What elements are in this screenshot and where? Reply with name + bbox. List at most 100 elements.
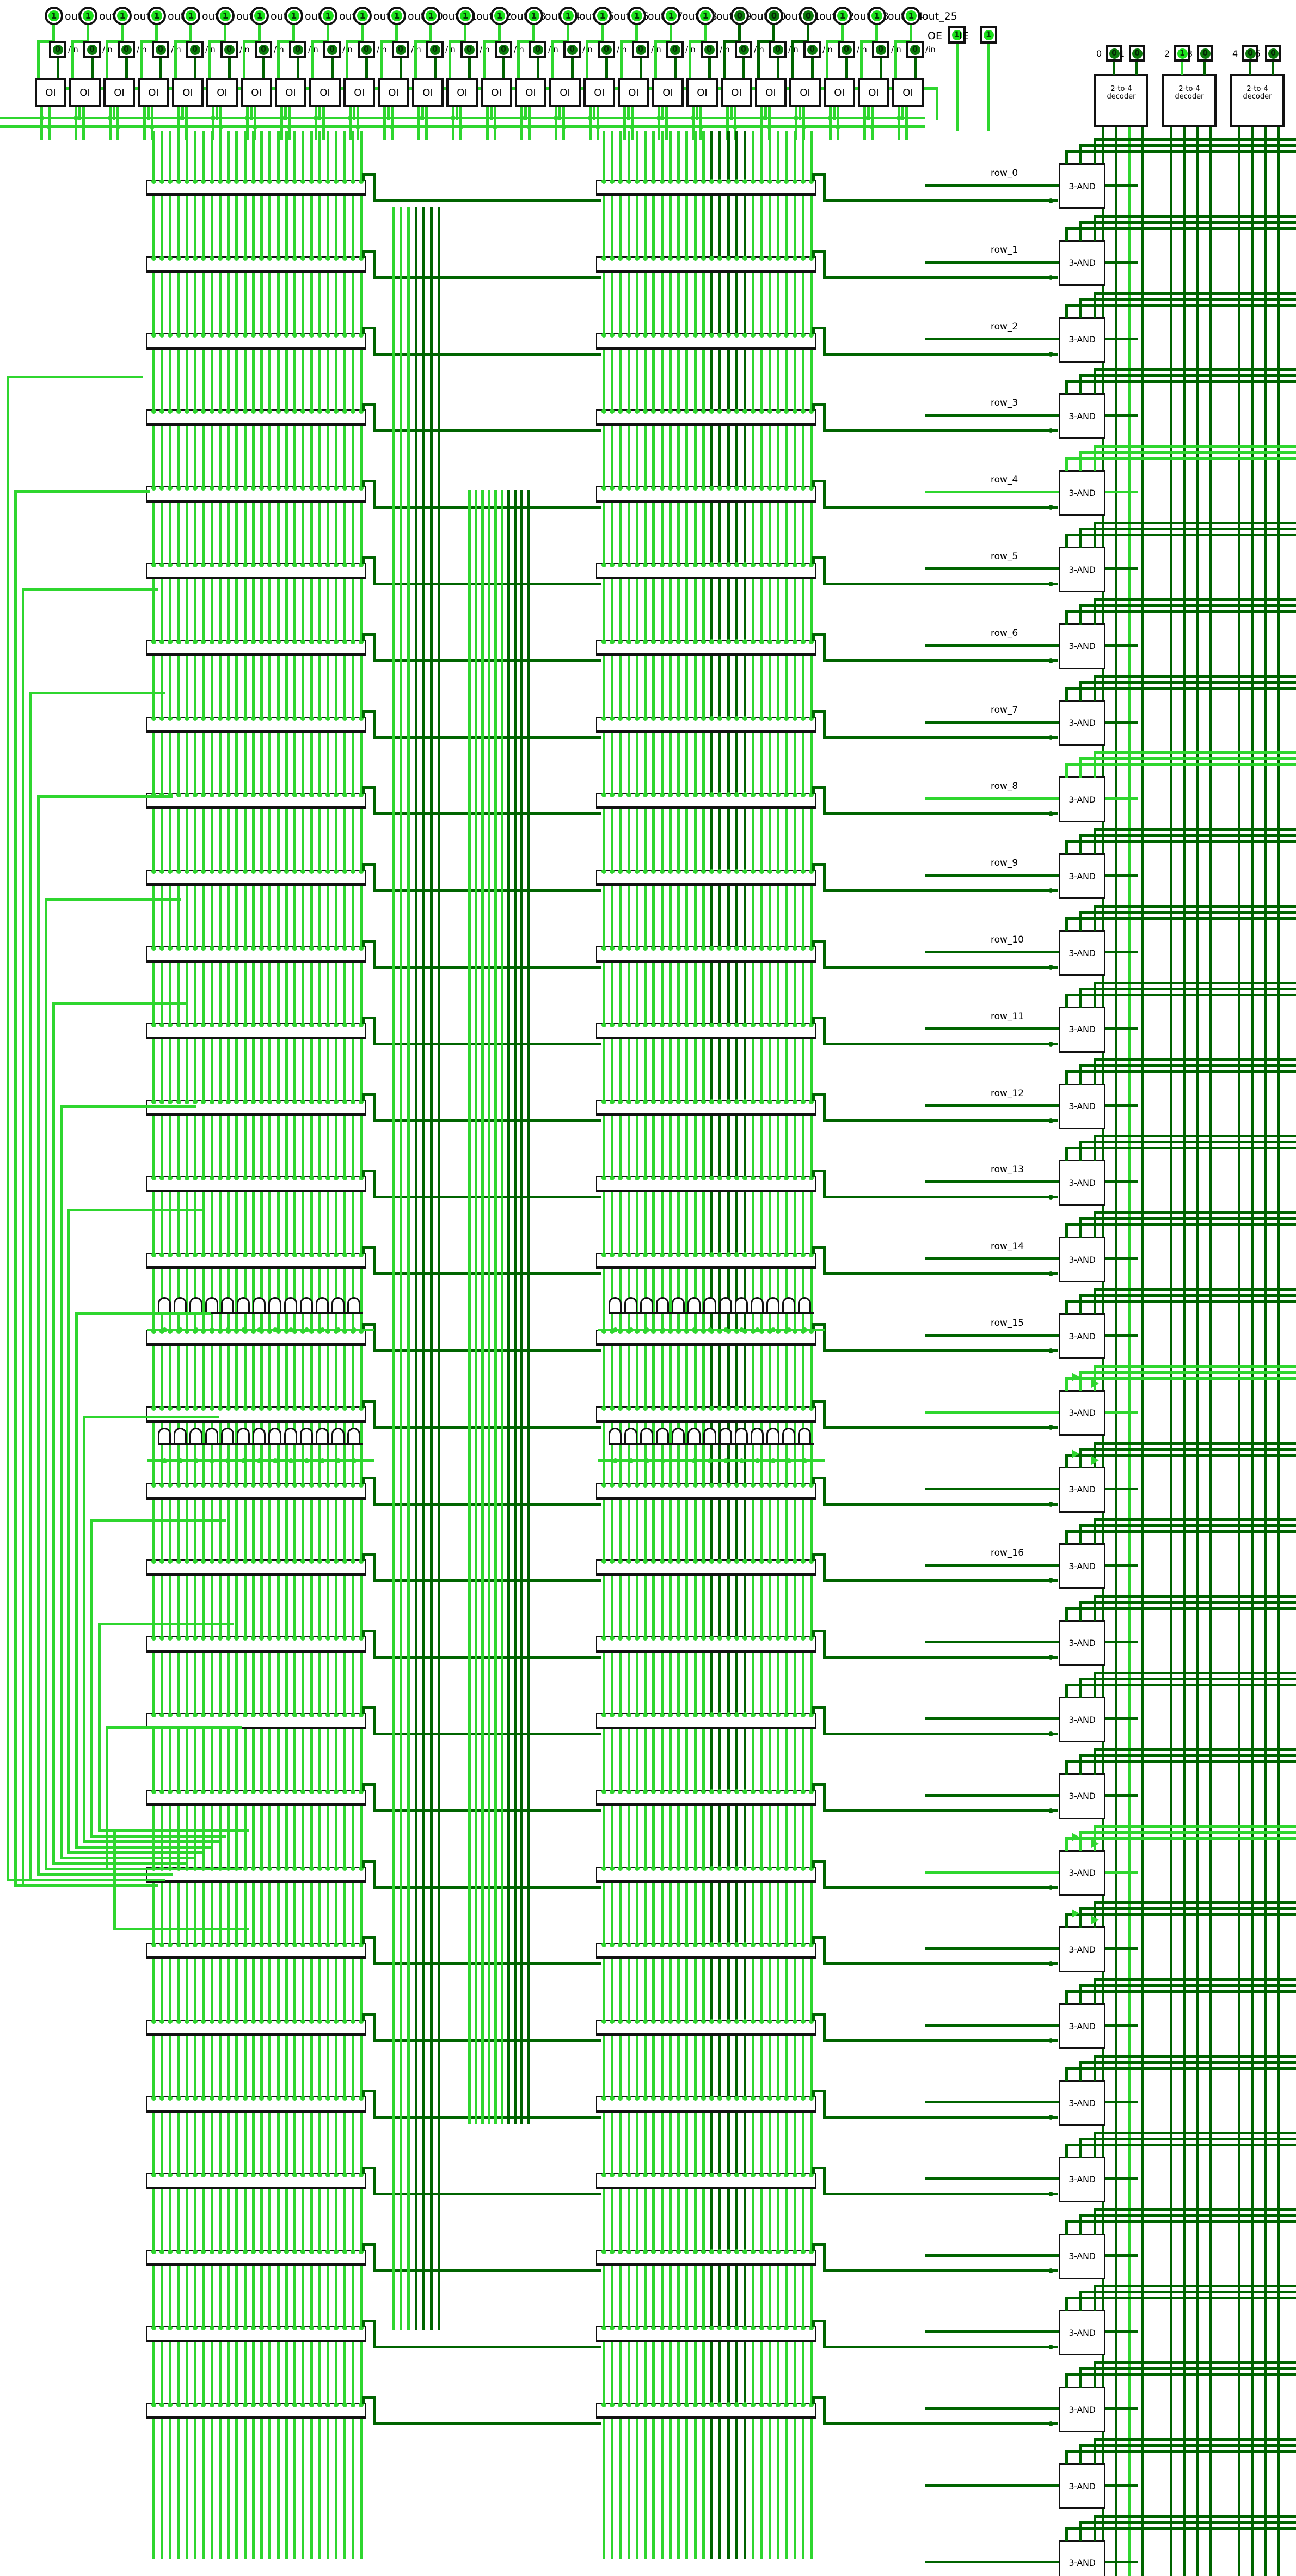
oi-gate-16[interactable]: OI (583, 78, 615, 107)
and3-gate-14[interactable]: 3-AND (1059, 1237, 1105, 1283)
and-gate[interactable] (253, 1297, 266, 1314)
output-pin-7[interactable]: 1 (285, 7, 303, 25)
and3-gate-22[interactable]: 3-AND (1059, 1850, 1105, 1896)
control-pin-oe[interactable]: 1 (948, 26, 966, 44)
output-pin-12[interactable]: 1 (456, 7, 475, 25)
and-gate[interactable] (624, 1297, 637, 1314)
oi-gate-12[interactable]: OI (446, 78, 478, 107)
and3-gate-31[interactable]: 3-AND (1059, 2540, 1105, 2576)
input-pin-4[interactable]: 0 (186, 41, 204, 58)
and3-gate-28[interactable]: 3-AND (1059, 2310, 1105, 2356)
input-pin-11[interactable]: 0 (426, 41, 444, 58)
and3-gate-7[interactable]: 3-AND (1059, 700, 1105, 746)
input-pin-14[interactable]: 0 (529, 41, 546, 58)
and-gate[interactable] (237, 1297, 250, 1314)
output-pin-3[interactable]: 1 (148, 7, 166, 25)
oi-gate-1[interactable]: OI (69, 78, 101, 107)
and-gate[interactable] (300, 1428, 313, 1445)
decoder-input-3[interactable]: 0 (1197, 45, 1213, 62)
oi-gate-24[interactable]: OI (858, 78, 889, 107)
and3-gate-8[interactable]: 3-AND (1059, 776, 1105, 823)
output-pin-5[interactable]: 1 (216, 7, 235, 25)
output-pin-24[interactable]: 1 (868, 7, 886, 25)
output-pin-2[interactable]: 1 (113, 7, 132, 25)
register-block-1-17[interactable] (596, 1483, 816, 1500)
input-pin-20[interactable]: 0 (735, 41, 752, 58)
output-pin-21[interactable]: 0 (765, 7, 783, 25)
and-gate[interactable] (316, 1297, 329, 1314)
input-pin-3[interactable]: 0 (152, 41, 169, 58)
output-pin-20[interactable]: 0 (730, 7, 749, 25)
and-gate[interactable] (268, 1297, 281, 1314)
decoder-1[interactable]: 2-to-4 decoder (1162, 74, 1217, 127)
and-gate[interactable] (751, 1297, 764, 1314)
decoder-0[interactable]: 2-to-4 decoder (1094, 74, 1148, 127)
and3-gate-17[interactable]: 3-AND (1059, 1466, 1105, 1513)
and-gate[interactable] (719, 1297, 732, 1314)
output-pin-8[interactable]: 1 (319, 7, 337, 25)
input-pin-25[interactable]: 0 (906, 41, 924, 58)
input-pin-7[interactable]: 0 (289, 41, 306, 58)
input-pin-9[interactable]: 0 (358, 41, 375, 58)
and-gate[interactable] (735, 1297, 748, 1314)
input-pin-22[interactable]: 0 (803, 41, 821, 58)
oi-gate-13[interactable]: OI (481, 78, 512, 107)
and-gate[interactable] (609, 1428, 622, 1445)
register-block-1-4[interactable] (596, 486, 816, 503)
oi-gate-8[interactable]: OI (309, 78, 341, 107)
input-pin-16[interactable]: 0 (598, 41, 615, 58)
output-pin-22[interactable]: 0 (799, 7, 818, 25)
output-pin-16[interactable]: 1 (593, 7, 612, 25)
and3-gate-12[interactable]: 3-AND (1059, 1083, 1105, 1129)
input-pin-24[interactable]: 0 (872, 41, 889, 58)
and3-gate-11[interactable]: 3-AND (1059, 1006, 1105, 1053)
and3-gate-19[interactable]: 3-AND (1059, 1620, 1105, 1666)
oi-gate-20[interactable]: OI (721, 78, 752, 107)
decoder-input-1[interactable]: 0 (1129, 45, 1145, 62)
control-pin-ie[interactable]: 1 (980, 26, 997, 44)
and3-gate-29[interactable]: 3-AND (1059, 2387, 1105, 2433)
output-pin-18[interactable]: 1 (662, 7, 680, 25)
oi-gate-6[interactable]: OI (241, 78, 272, 107)
register-block-1-9[interactable] (596, 870, 816, 886)
output-pin-9[interactable]: 1 (353, 7, 372, 25)
input-pin-19[interactable]: 0 (701, 41, 718, 58)
and3-gate-3[interactable]: 3-AND (1059, 393, 1105, 439)
register-block-0-28[interactable] (146, 2326, 366, 2343)
and-gate[interactable] (331, 1297, 345, 1314)
and-gate[interactable] (284, 1297, 297, 1314)
input-pin-1[interactable]: 0 (83, 41, 101, 58)
input-pin-8[interactable]: 0 (323, 41, 341, 58)
oi-gate-3[interactable]: OI (138, 78, 169, 107)
and3-gate-6[interactable]: 3-AND (1059, 623, 1105, 669)
and3-gate-26[interactable]: 3-AND (1059, 2156, 1105, 2202)
output-pin-4[interactable]: 1 (182, 7, 200, 25)
and-gate[interactable] (719, 1428, 732, 1445)
and3-gate-10[interactable]: 3-AND (1059, 930, 1105, 976)
oi-gate-15[interactable]: OI (549, 78, 581, 107)
input-pin-13[interactable]: 0 (495, 41, 512, 58)
decoder-input-2[interactable]: 1 (1174, 45, 1190, 62)
and-gate[interactable] (703, 1428, 716, 1445)
output-pin-14[interactable]: 1 (525, 7, 543, 25)
and-gate[interactable] (205, 1297, 218, 1314)
and3-gate-23[interactable]: 3-AND (1059, 1926, 1105, 1973)
oi-gate-14[interactable]: OI (515, 78, 546, 107)
and3-gate-27[interactable]: 3-AND (1059, 2233, 1105, 2279)
and-gate[interactable] (158, 1428, 171, 1445)
and3-gate-9[interactable]: 3-AND (1059, 853, 1105, 900)
and-gate[interactable] (640, 1428, 653, 1445)
oi-gate-18[interactable]: OI (652, 78, 684, 107)
input-pin-17[interactable]: 0 (632, 41, 649, 58)
decoder-input-4[interactable]: 0 (1242, 45, 1258, 62)
oi-gate-0[interactable]: OI (35, 78, 66, 107)
and3-gate-15[interactable]: 3-AND (1059, 1313, 1105, 1359)
output-pin-13[interactable]: 1 (490, 7, 509, 25)
and3-gate-30[interactable]: 3-AND (1059, 2463, 1105, 2509)
output-pin-11[interactable]: 1 (422, 7, 440, 25)
oi-gate-9[interactable]: OI (343, 78, 375, 107)
and-gate[interactable] (221, 1297, 234, 1314)
input-pin-21[interactable]: 0 (769, 41, 787, 58)
and-gate[interactable] (237, 1428, 250, 1445)
oi-gate-10[interactable]: OI (378, 78, 409, 107)
